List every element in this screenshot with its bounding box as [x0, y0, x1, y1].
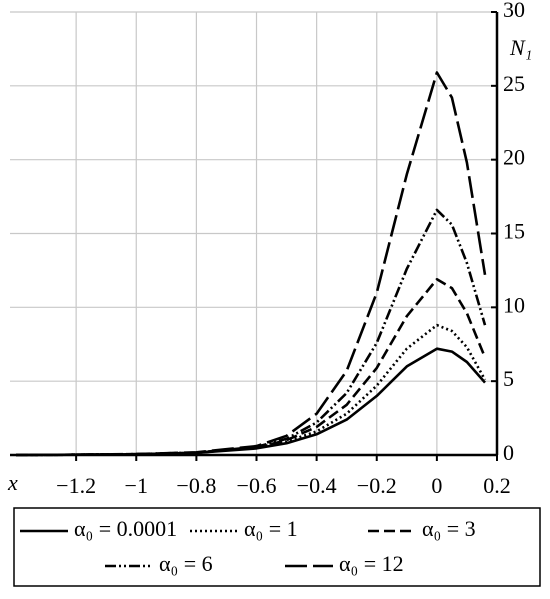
x-axis-label: x — [7, 470, 18, 495]
y-axis-label: N₁ — [509, 35, 532, 60]
y-tick-label: 20 — [503, 145, 525, 170]
x-tick-label: −1 — [125, 473, 148, 498]
y-tick-label: 0 — [503, 440, 514, 465]
y-tick-label: 15 — [503, 219, 525, 244]
y-tick-label: 30 — [503, 0, 525, 22]
series-line — [15, 208, 487, 457]
legend-label: α₀ = 6 — [159, 551, 213, 576]
x-tick-label: 0 — [431, 473, 442, 498]
legend-label: α₀ = 12 — [339, 551, 404, 576]
series-line — [15, 323, 487, 457]
legend-label: α₀ = 3 — [422, 516, 476, 541]
y-tick-label: 10 — [503, 292, 525, 317]
y-tick-label: 25 — [503, 71, 525, 96]
series-line — [15, 71, 487, 457]
series-line — [15, 347, 486, 457]
x-tick-label: −0.8 — [176, 473, 216, 498]
legend-label: α₀ = 0.0001 — [74, 516, 177, 541]
x-tick-label: −0.6 — [237, 473, 277, 498]
x-tick-label: −0.4 — [297, 473, 337, 498]
legend-box — [13, 507, 541, 587]
y-tick-label: 5 — [503, 366, 514, 391]
x-tick-label: −0.2 — [357, 473, 397, 498]
x-tick-label: 0.2 — [483, 473, 511, 498]
x-tick-label: −1.2 — [56, 473, 96, 498]
series-line — [15, 277, 487, 457]
legend-label: α₀ = 1 — [244, 516, 298, 541]
